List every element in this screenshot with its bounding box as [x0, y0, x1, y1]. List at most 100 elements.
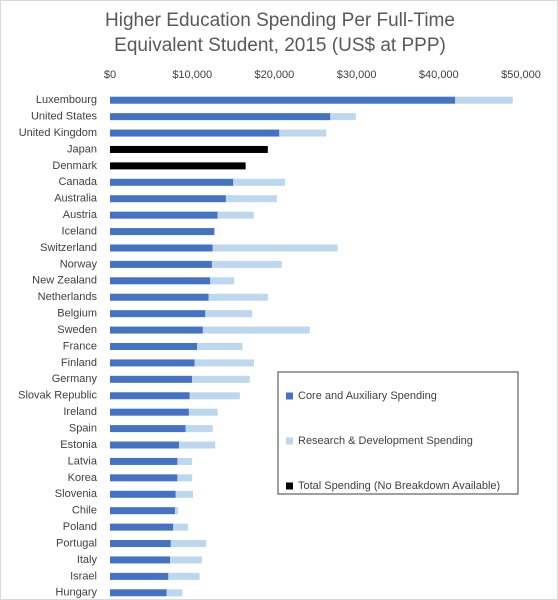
y-tick-label: Denmark — [52, 160, 97, 172]
legend-swatch — [286, 437, 293, 445]
y-tick-label: Germany — [52, 373, 98, 385]
bar — [110, 293, 209, 301]
bar — [192, 375, 250, 383]
bar — [166, 589, 183, 597]
y-tick-label: Spain — [69, 423, 97, 435]
bar — [110, 211, 218, 219]
bar — [110, 589, 167, 597]
bar — [189, 392, 240, 400]
bar — [208, 293, 268, 301]
y-tick-label: Latvia — [68, 455, 98, 467]
chart-title: Higher Education Spending Per Full-Time … — [105, 10, 455, 56]
y-tick-label: Netherlands — [38, 291, 98, 303]
bar — [110, 113, 331, 121]
y-tick-label: Canada — [58, 176, 97, 188]
y-tick-label: Norway — [60, 258, 98, 270]
bar — [217, 211, 254, 219]
legend-swatch — [286, 392, 293, 400]
y-tick-label: Ireland — [63, 406, 97, 418]
bar — [110, 129, 280, 137]
y-tick-label: Switzerland — [40, 242, 97, 254]
y-tick-label: Slovenia — [55, 488, 98, 500]
y-tick-label: United States — [31, 111, 98, 123]
y-tick-label: Israel — [70, 570, 97, 582]
x-tick-label: $10,000 — [172, 69, 212, 81]
bar — [110, 425, 186, 433]
bar — [110, 326, 203, 334]
bar — [170, 556, 203, 564]
bar — [110, 490, 176, 498]
bar — [170, 540, 207, 548]
x-tick-label: $20,000 — [255, 69, 295, 81]
bar — [173, 523, 189, 531]
bar — [110, 359, 195, 367]
bar — [110, 572, 169, 580]
bar — [202, 326, 310, 334]
bar — [110, 145, 268, 153]
y-tick-label: Japan — [67, 143, 97, 155]
bar — [185, 425, 213, 433]
bar — [110, 162, 246, 170]
x-tick-label: $30,000 — [337, 69, 377, 81]
bar — [110, 96, 456, 104]
bar — [179, 441, 216, 449]
bar — [225, 195, 277, 203]
bar — [110, 392, 190, 400]
x-tick-label: $0 — [104, 69, 116, 81]
bar — [210, 277, 235, 285]
bar — [233, 178, 286, 186]
legend-label: Research & Development Spending — [298, 435, 473, 447]
legend-label: Total Spending (No Breakdown Available) — [298, 480, 500, 492]
y-tick-label: Korea — [68, 472, 98, 484]
bar — [110, 523, 174, 531]
y-tick-label: Slovak Republic — [18, 390, 97, 402]
bar — [110, 228, 215, 236]
y-tick-label: Luxembourg — [36, 94, 97, 106]
bar — [110, 310, 206, 318]
bar — [110, 244, 213, 252]
bar — [110, 277, 211, 285]
bar — [110, 540, 171, 548]
bar — [205, 310, 253, 318]
y-tick-label: New Zealand — [32, 275, 97, 287]
bar — [110, 441, 180, 449]
legend-swatch — [286, 482, 293, 490]
bar — [110, 195, 226, 203]
y-tick-label: Portugal — [56, 537, 97, 549]
bar — [168, 572, 200, 580]
bar — [188, 408, 218, 416]
bar — [110, 474, 178, 482]
y-tick-label: Finland — [61, 357, 97, 369]
bar — [455, 96, 513, 104]
bar — [211, 260, 282, 268]
bar — [110, 408, 189, 416]
y-tick-label: Austria — [63, 209, 98, 221]
x-tick-label: $40,000 — [419, 69, 459, 81]
bar — [110, 260, 212, 268]
bar — [194, 359, 254, 367]
bar — [174, 507, 179, 515]
bar — [110, 507, 175, 515]
y-tick-label: United Kingdom — [19, 127, 97, 139]
y-tick-label: Australia — [54, 193, 98, 205]
bar — [330, 113, 356, 121]
bar — [175, 490, 194, 498]
x-tick-label: $50,000 — [501, 69, 541, 81]
bar — [110, 343, 198, 350]
y-tick-label: Iceland — [62, 225, 97, 237]
y-tick-label: Chile — [72, 505, 97, 517]
y-tick-label: Poland — [63, 521, 97, 533]
y-tick-label: Hungary — [55, 587, 97, 599]
bar — [279, 129, 327, 137]
bar — [197, 343, 243, 350]
bar — [110, 556, 171, 564]
legend-box — [277, 371, 519, 495]
bar — [110, 457, 178, 465]
bar — [110, 375, 193, 383]
legend-label: Core and Auxiliary Spending — [298, 390, 437, 402]
bar — [177, 474, 193, 482]
bar — [212, 244, 338, 252]
y-tick-label: Belgium — [57, 308, 97, 320]
